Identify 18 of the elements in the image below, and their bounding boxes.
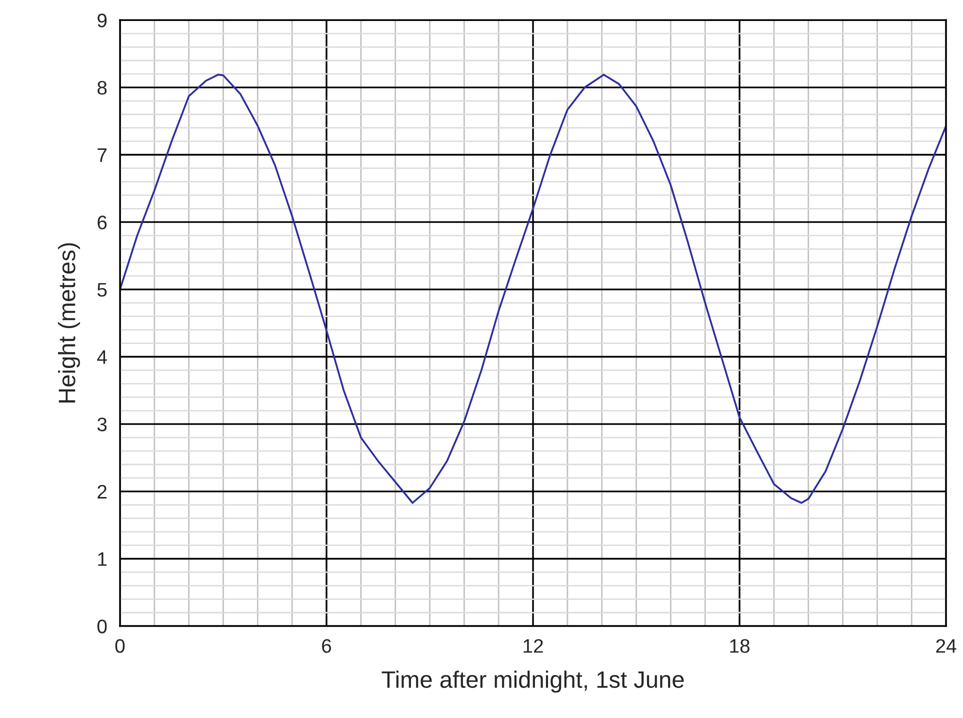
y-tick-label: 1 bbox=[98, 552, 107, 566]
x-axis-title: Time after midnight, 1st June bbox=[382, 670, 684, 693]
y-tick-label: 3 bbox=[97, 418, 107, 432]
y-tick-label: 7 bbox=[98, 148, 107, 162]
y-tick-label: 9 bbox=[98, 14, 107, 28]
y-tick-label: 2 bbox=[98, 484, 107, 498]
line-series bbox=[120, 74, 946, 504]
y-tick-label: 4 bbox=[97, 350, 107, 364]
x-tick-label: 0 bbox=[115, 639, 125, 653]
x-tick-label: 6 bbox=[322, 639, 332, 653]
x-tick-label: 12 bbox=[524, 639, 543, 653]
x-tick-label: 24 bbox=[936, 639, 956, 653]
y-tick-label: 0 bbox=[97, 620, 107, 634]
x-tick-label: 18 bbox=[730, 639, 750, 653]
y-tick-label: 6 bbox=[98, 216, 107, 230]
y-tick-label: 8 bbox=[98, 80, 107, 95]
y-tick-label: 5 bbox=[97, 283, 107, 297]
y-axis-title: Height (metres) bbox=[58, 243, 80, 403]
